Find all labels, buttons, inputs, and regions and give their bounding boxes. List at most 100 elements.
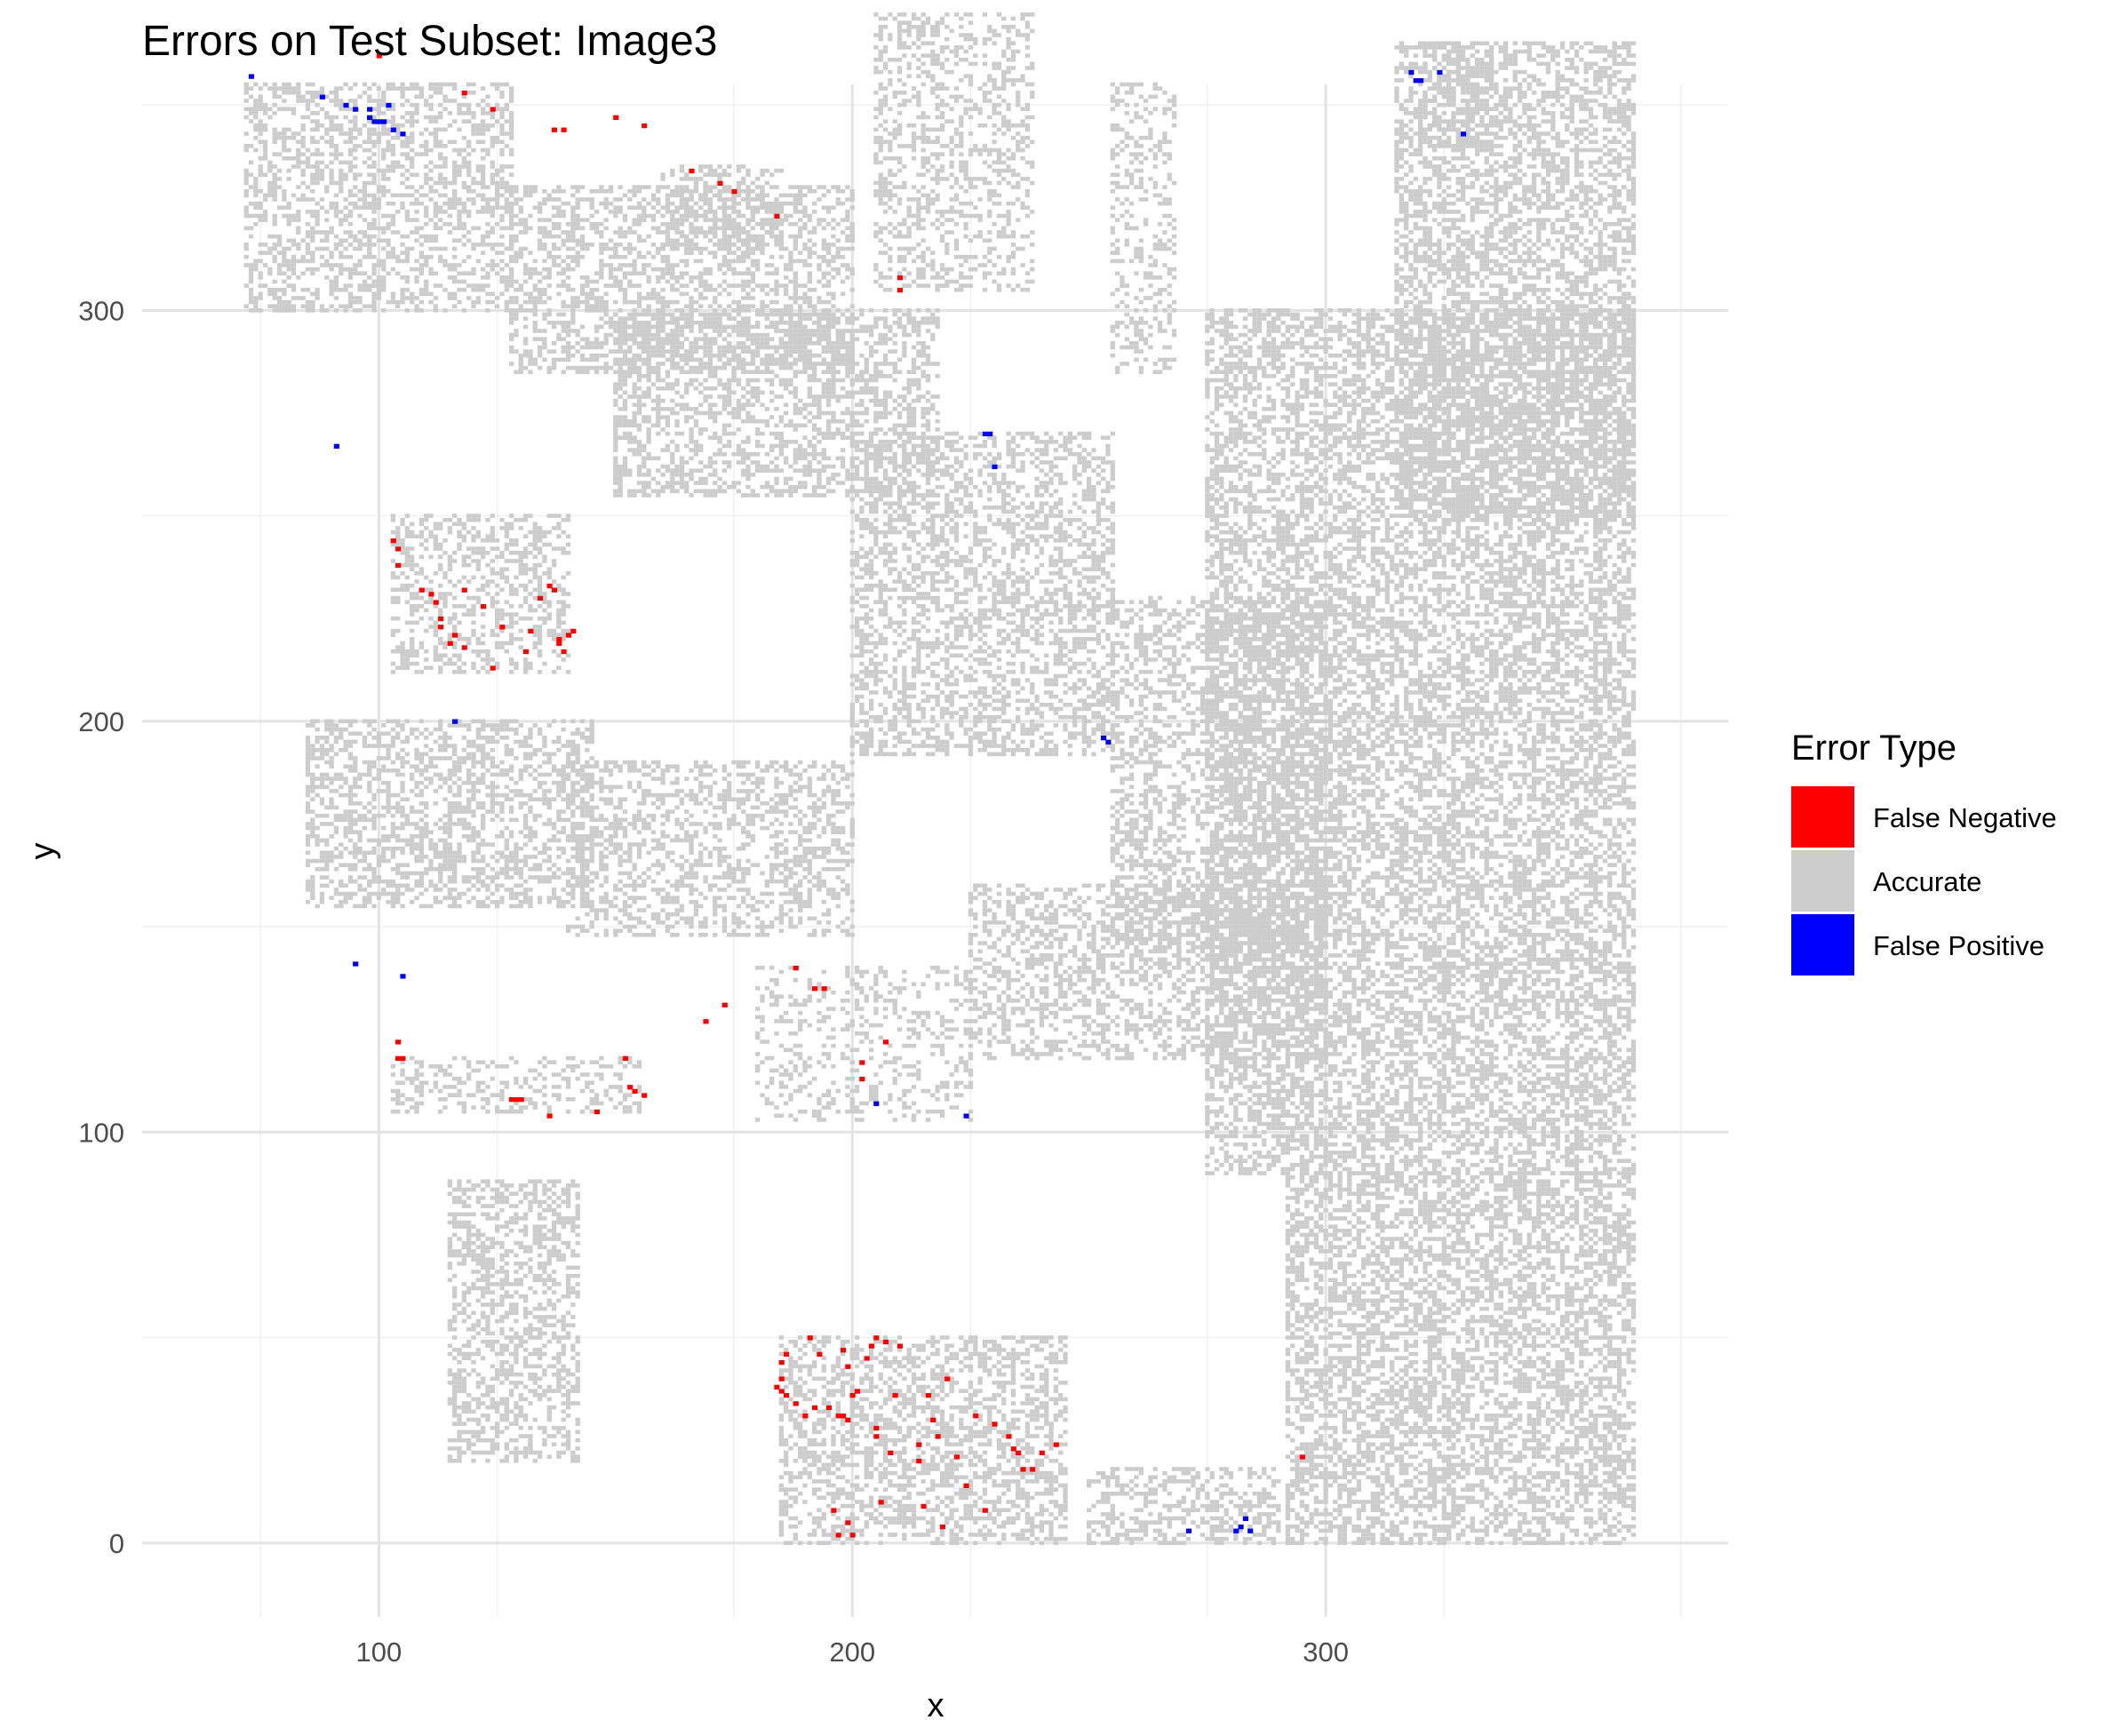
accurate-cell — [831, 490, 835, 494]
accurate-cell — [291, 111, 296, 115]
accurate-cell — [850, 711, 855, 715]
accurate-cell — [737, 362, 741, 366]
accurate-cell — [580, 227, 585, 231]
accurate-cell — [826, 378, 831, 383]
accurate-cell — [623, 214, 627, 219]
accurate-cell — [769, 235, 774, 239]
accurate-cell — [343, 230, 347, 235]
accurate-cell — [808, 366, 812, 370]
accurate-cell — [930, 394, 935, 399]
accurate-cell — [755, 194, 760, 198]
accurate-cell — [301, 115, 306, 120]
accurate-cell — [665, 313, 670, 317]
accurate-cell — [490, 259, 495, 264]
accurate-cell — [566, 329, 570, 333]
accurate-cell — [798, 185, 802, 189]
accurate-cell — [343, 83, 347, 87]
accurate-cell — [888, 394, 892, 399]
accurate-cell — [755, 325, 760, 330]
accurate-cell — [642, 358, 646, 362]
accurate-cell — [680, 205, 684, 210]
accurate-cell — [613, 460, 618, 465]
accurate-cell — [727, 399, 731, 403]
accurate-cell — [926, 452, 930, 457]
accurate-cell — [495, 263, 499, 267]
accurate-cell — [263, 107, 267, 111]
accurate-cell — [883, 402, 888, 407]
accurate-cell — [745, 485, 750, 490]
accurate-cell — [514, 197, 518, 202]
accurate-cell — [334, 247, 339, 251]
accurate-cell — [907, 411, 912, 416]
accurate-cell — [788, 267, 793, 272]
accurate-cell — [462, 161, 466, 165]
accurate-cell — [855, 600, 859, 604]
accurate-cell — [713, 296, 717, 300]
accurate-cell — [798, 411, 802, 416]
accurate-cell — [570, 185, 575, 189]
accurate-cell — [623, 415, 627, 419]
accurate-cell — [253, 259, 258, 264]
accurate-cell — [845, 267, 849, 272]
accurate-cell — [253, 177, 258, 181]
accurate-cell — [741, 346, 745, 350]
accurate-cell — [391, 296, 395, 300]
accurate-cell — [452, 304, 457, 308]
accurate-cell — [329, 255, 333, 259]
accurate-cell — [703, 321, 707, 325]
accurate-cell — [845, 308, 849, 313]
accurate-cell — [627, 316, 632, 321]
accurate-cell — [324, 230, 329, 235]
accurate-cell — [727, 378, 731, 383]
accurate-cell — [689, 468, 693, 473]
accurate-cell — [357, 300, 362, 305]
accurate-cell — [371, 210, 376, 214]
accurate-cell — [452, 181, 457, 186]
accurate-cell — [466, 296, 471, 300]
accurate-cell — [737, 444, 741, 449]
accurate-cell — [798, 468, 802, 473]
accurate-cell — [353, 296, 357, 300]
accurate-cell — [306, 222, 310, 227]
accurate-cell — [850, 411, 855, 416]
accurate-cell — [713, 300, 717, 305]
accurate-cell — [670, 382, 674, 386]
accurate-cell — [845, 321, 849, 325]
accurate-cell — [831, 304, 835, 308]
accurate-cell — [371, 308, 376, 313]
accurate-cell — [674, 280, 679, 284]
accurate-cell — [642, 185, 646, 189]
accurate-cell — [570, 316, 575, 321]
accurate-cell — [315, 296, 319, 300]
accurate-cell — [660, 407, 665, 411]
accurate-cell — [865, 370, 869, 374]
accurate-cell — [873, 316, 878, 321]
accurate-cell — [613, 214, 618, 219]
accurate-cell — [348, 243, 353, 247]
accurate-cell — [855, 493, 859, 498]
accurate-cell — [253, 214, 258, 219]
accurate-cell — [585, 337, 589, 341]
accurate-cell — [774, 457, 778, 461]
accurate-cell — [329, 292, 333, 297]
accurate-cell — [618, 468, 623, 473]
accurate-cell — [642, 333, 646, 338]
accurate-cell — [689, 432, 693, 436]
accurate-cell — [802, 358, 807, 362]
accurate-cell — [296, 95, 300, 100]
accurate-cell — [306, 267, 310, 272]
accurate-cell — [448, 263, 452, 267]
accurate-cell — [457, 263, 461, 267]
accurate-cell — [826, 263, 831, 267]
accurate-cell — [419, 95, 424, 100]
accurate-cell — [348, 222, 353, 227]
accurate-cell — [793, 424, 798, 428]
accurate-cell — [618, 325, 623, 330]
accurate-cell — [642, 263, 646, 267]
accurate-cell — [936, 321, 940, 325]
accurate-cell — [395, 230, 400, 235]
accurate-cell — [656, 247, 660, 251]
accurate-cell — [599, 235, 603, 239]
accurate-cell — [509, 362, 514, 366]
accurate-cell — [674, 354, 679, 358]
